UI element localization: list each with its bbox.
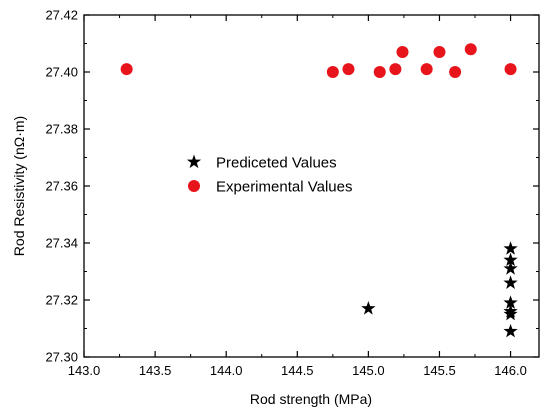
experimental-point: [433, 46, 446, 59]
x-axis-label: Rod strength (MPa): [250, 391, 372, 407]
y-axis-label: Rod Resistivity (nΩ·m): [11, 116, 27, 256]
predicted-point: [503, 275, 518, 289]
x-tick-label: 143.5: [139, 363, 172, 378]
legend-marker: [188, 180, 200, 192]
y-tick-label: 27.42: [45, 8, 78, 23]
plot-area: [83, 14, 540, 358]
y-tick-label: 27.34: [45, 236, 78, 251]
predicted-point: [503, 252, 518, 267]
data-points: [120, 43, 518, 338]
x-tick-label: 144.0: [210, 363, 243, 378]
y-tick-label: 27.30: [45, 350, 78, 365]
experimental-point: [326, 66, 339, 78]
experimental-point: [504, 63, 517, 76]
experimental-point: [420, 63, 433, 76]
experimental-point: [396, 46, 409, 59]
legend-marker: [186, 154, 202, 169]
experimental-point: [120, 63, 133, 76]
y-tick-label: 27.36: [45, 179, 78, 194]
y-axis: 27.30 27.32 27.34 27.36 27.38 27.40 27.42: [45, 8, 539, 365]
x-axis: 143.0 143.5 144.0 144.5 145.0 145.5 146.0: [68, 15, 527, 378]
experimental-point: [389, 63, 402, 76]
experimental-point: [464, 43, 477, 56]
y-tick-label: 27.38: [45, 122, 78, 137]
predicted-point: [503, 295, 518, 309]
experimental-point: [342, 63, 355, 76]
predicted-point: [503, 323, 518, 338]
predicted-point: [503, 306, 518, 321]
x-tick-label: 146.0: [494, 363, 527, 378]
legend-label: Experimental Values: [216, 179, 352, 196]
predicted-point: [503, 241, 518, 255]
experimental-point: [373, 66, 386, 78]
predicted-point: [503, 261, 518, 275]
x-tick-label: 145.0: [352, 363, 385, 378]
predicted-point: [361, 301, 376, 315]
x-tick-label: 145.5: [423, 363, 456, 378]
x-tick-label: 144.5: [281, 363, 314, 378]
x-tick-label: 143.0: [68, 363, 101, 378]
legend-label: Prediceted Values: [216, 155, 337, 172]
legend: Prediceted Values Experimental Values: [186, 154, 352, 196]
y-tick-label: 27.40: [45, 65, 78, 80]
experimental-point: [449, 66, 462, 78]
y-tick-label: 27.32: [45, 293, 78, 308]
